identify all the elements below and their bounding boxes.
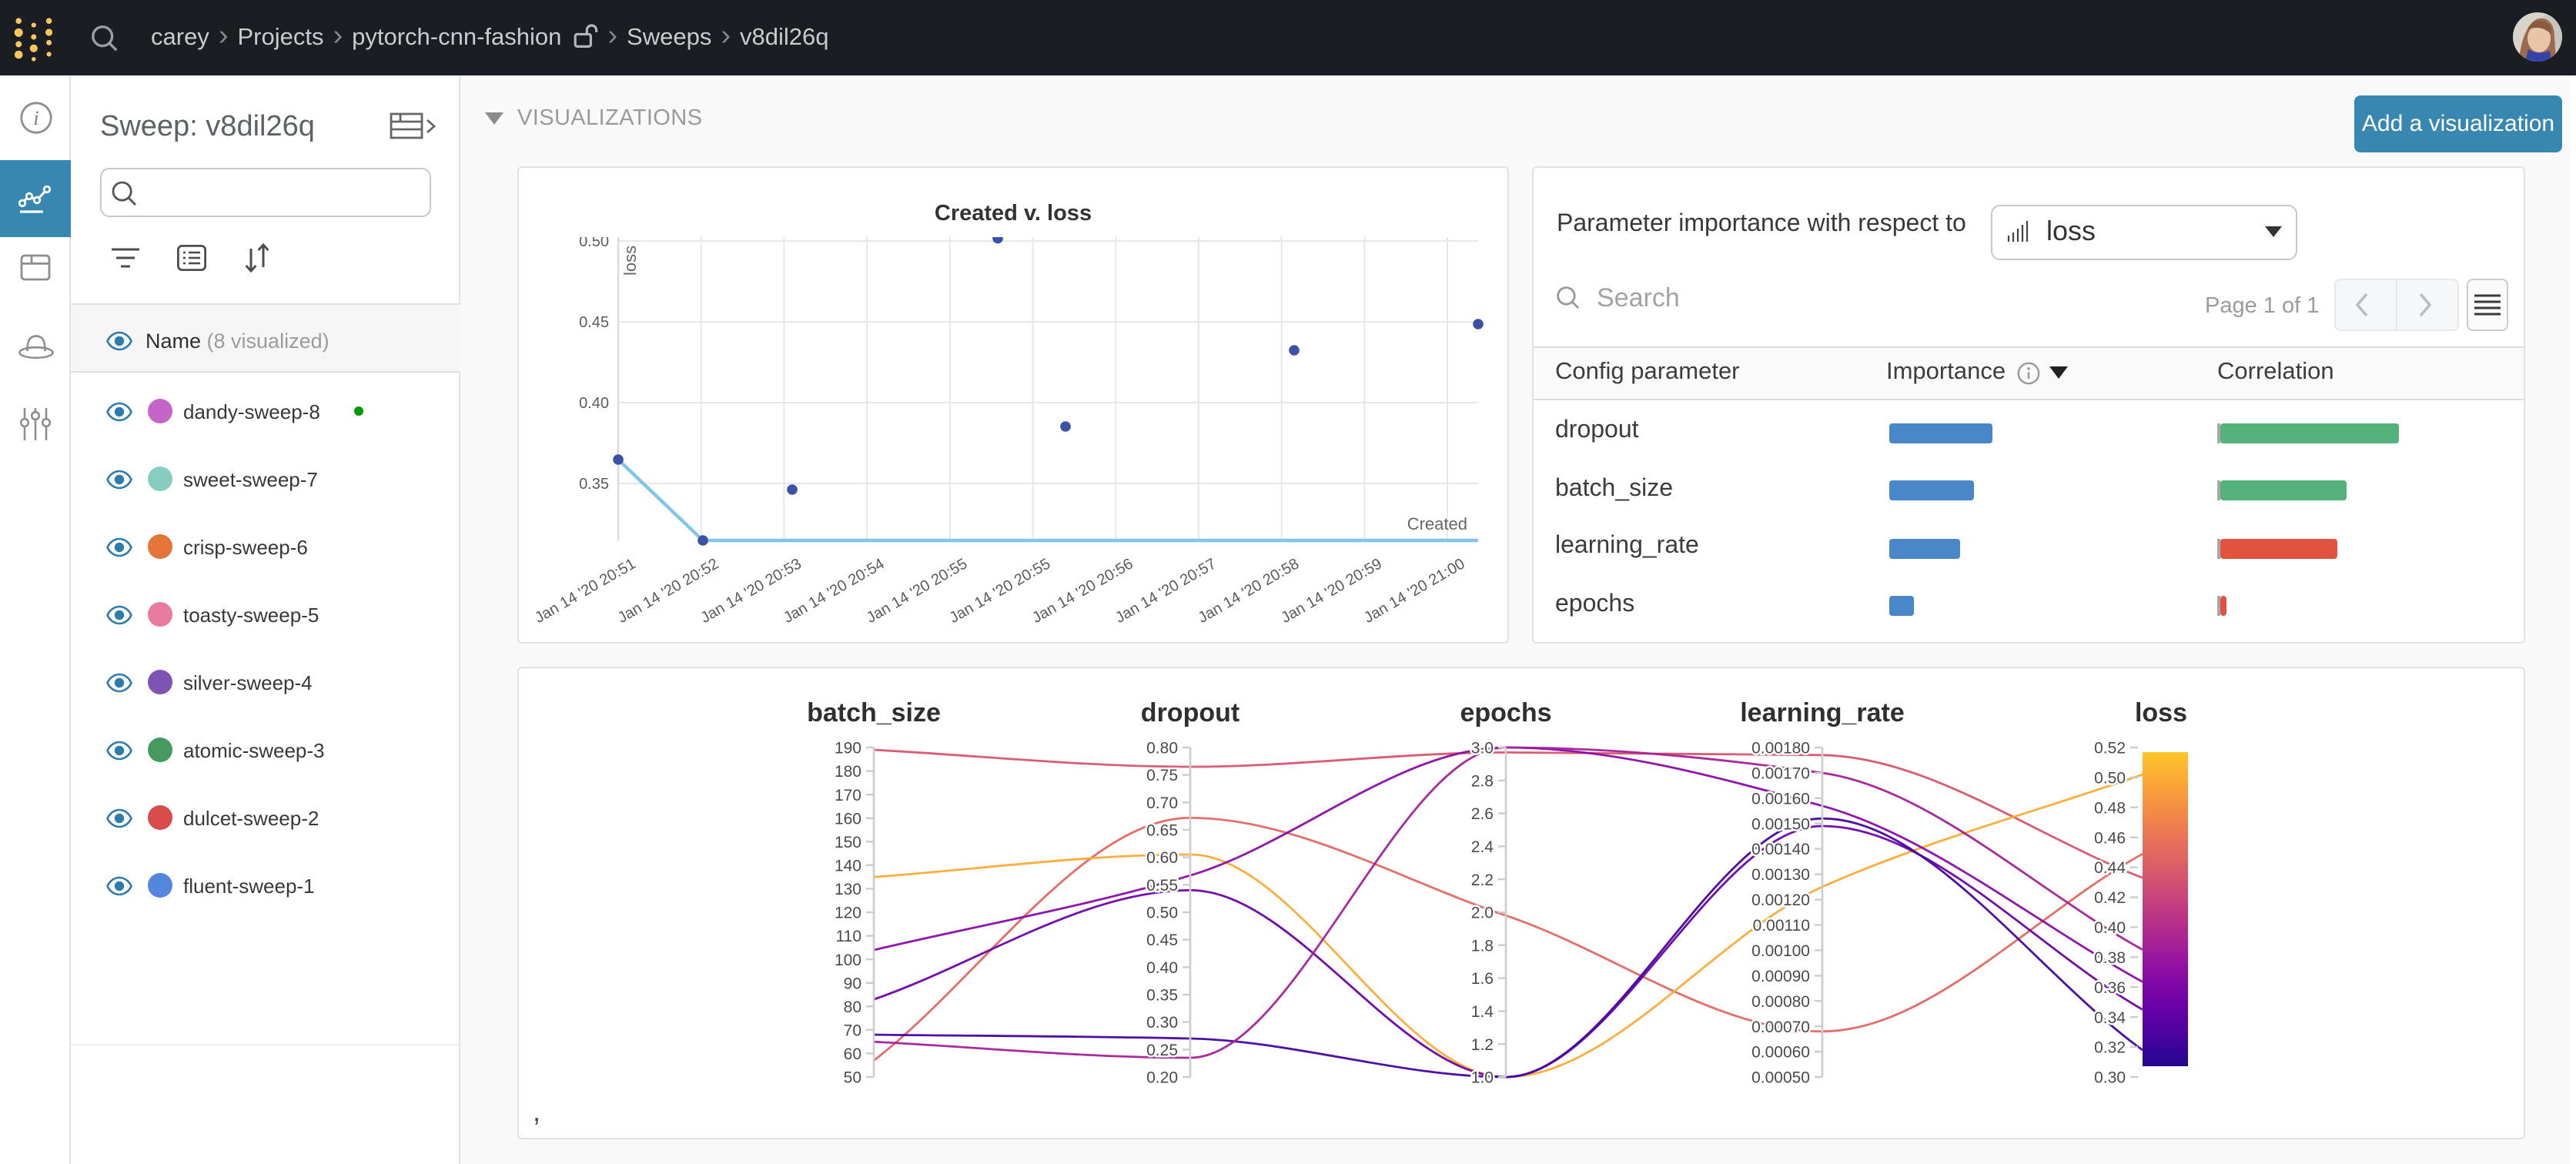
svg-text:1.8: 1.8 <box>1470 936 1493 954</box>
svg-text:0.65: 0.65 <box>1146 821 1177 839</box>
svg-text:2.0: 2.0 <box>1470 904 1493 922</box>
svg-text:2.6: 2.6 <box>1470 804 1493 822</box>
svg-text:150: 150 <box>834 833 861 851</box>
svg-text:dropout: dropout <box>1140 697 1239 727</box>
svg-text:0.30: 0.30 <box>1146 1013 1177 1031</box>
svg-text:0.80: 0.80 <box>1146 739 1177 757</box>
svg-text:0.44: 0.44 <box>2093 858 2125 876</box>
svg-text:0.00100: 0.00100 <box>1751 942 1809 959</box>
svg-text:170: 170 <box>834 786 861 804</box>
svg-text:190: 190 <box>834 739 861 757</box>
svg-text:0.00160: 0.00160 <box>1751 789 1809 807</box>
svg-text:0.45: 0.45 <box>1146 931 1177 948</box>
svg-text:0.50: 0.50 <box>579 237 609 250</box>
svg-text:1.2: 1.2 <box>1470 1035 1493 1053</box>
svg-text:0.00170: 0.00170 <box>1751 764 1809 782</box>
svg-text:130: 130 <box>834 880 861 898</box>
svg-text:0.36: 0.36 <box>2093 978 2125 996</box>
svg-text:0.55: 0.55 <box>1146 876 1177 894</box>
svg-text:0.45: 0.45 <box>579 314 609 331</box>
svg-text:0.70: 0.70 <box>1146 794 1177 811</box>
svg-text:0.50: 0.50 <box>2093 769 2125 787</box>
svg-text:0.32: 0.32 <box>2093 1039 2125 1056</box>
svg-text:80: 80 <box>843 998 861 1015</box>
svg-text:100: 100 <box>834 951 861 968</box>
svg-text:i: i <box>33 107 38 129</box>
svg-text:0.00060: 0.00060 <box>1751 1043 1809 1061</box>
svg-text:50: 50 <box>843 1069 861 1086</box>
svg-text:120: 120 <box>834 904 861 922</box>
svg-text:0.34: 0.34 <box>2093 1008 2125 1026</box>
svg-text:0.00120: 0.00120 <box>1751 891 1809 908</box>
svg-text:0.00150: 0.00150 <box>1751 814 1809 832</box>
svg-text:0.00140: 0.00140 <box>1751 840 1809 858</box>
svg-text:3.0: 3.0 <box>1470 739 1493 757</box>
svg-text:0.38: 0.38 <box>2093 948 2125 966</box>
svg-text:2.8: 2.8 <box>1470 771 1493 789</box>
svg-text:0.40: 0.40 <box>2093 918 2125 936</box>
svg-text:0.00050: 0.00050 <box>1751 1069 1809 1086</box>
svg-text:batch_size: batch_size <box>806 697 940 727</box>
svg-text:0.00130: 0.00130 <box>1751 865 1809 883</box>
svg-text:Created: Created <box>1407 514 1467 534</box>
svg-text:0.52: 0.52 <box>2093 739 2125 757</box>
svg-text:0.50: 0.50 <box>1146 904 1177 922</box>
svg-text:60: 60 <box>843 1045 861 1062</box>
svg-text:0.48: 0.48 <box>2093 798 2125 816</box>
svg-text:2.2: 2.2 <box>1470 871 1493 888</box>
svg-text:0.60: 0.60 <box>1146 848 1177 866</box>
svg-text:110: 110 <box>835 927 861 945</box>
svg-text:0.42: 0.42 <box>2093 888 2125 906</box>
svg-text:0.00090: 0.00090 <box>1751 967 1809 985</box>
svg-text:0.00070: 0.00070 <box>1751 1018 1809 1035</box>
svg-text:loss: loss <box>621 246 640 276</box>
svg-text:0.20: 0.20 <box>1146 1069 1177 1086</box>
svg-text:0.30: 0.30 <box>2093 1069 2125 1086</box>
svg-text:2.4: 2.4 <box>1470 838 1494 855</box>
svg-text:0.40: 0.40 <box>579 395 609 412</box>
svg-text:0.46: 0.46 <box>2093 828 2125 846</box>
svg-text:0.75: 0.75 <box>1146 766 1177 784</box>
svg-text:0.00080: 0.00080 <box>1751 992 1809 1010</box>
svg-text:90: 90 <box>843 974 861 992</box>
svg-text:1.4: 1.4 <box>1470 1002 1494 1020</box>
svg-text:70: 70 <box>843 1021 861 1039</box>
svg-text:160: 160 <box>834 809 861 827</box>
svg-text:0.00180: 0.00180 <box>1751 739 1809 757</box>
svg-text:1.6: 1.6 <box>1470 969 1493 987</box>
svg-text:0.40: 0.40 <box>1146 958 1177 976</box>
svg-text:loss: loss <box>2134 697 2186 727</box>
svg-text:learning_rate: learning_rate <box>1739 697 1904 727</box>
svg-text:0.35: 0.35 <box>579 476 609 493</box>
svg-text:0.25: 0.25 <box>1146 1041 1177 1059</box>
svg-text:180: 180 <box>834 762 861 780</box>
svg-text:1.0: 1.0 <box>1470 1069 1493 1086</box>
svg-text:140: 140 <box>834 856 861 874</box>
svg-text:0.35: 0.35 <box>1146 986 1177 1004</box>
svg-text:epochs: epochs <box>1459 697 1551 727</box>
svg-text:0.00110: 0.00110 <box>1752 916 1809 934</box>
